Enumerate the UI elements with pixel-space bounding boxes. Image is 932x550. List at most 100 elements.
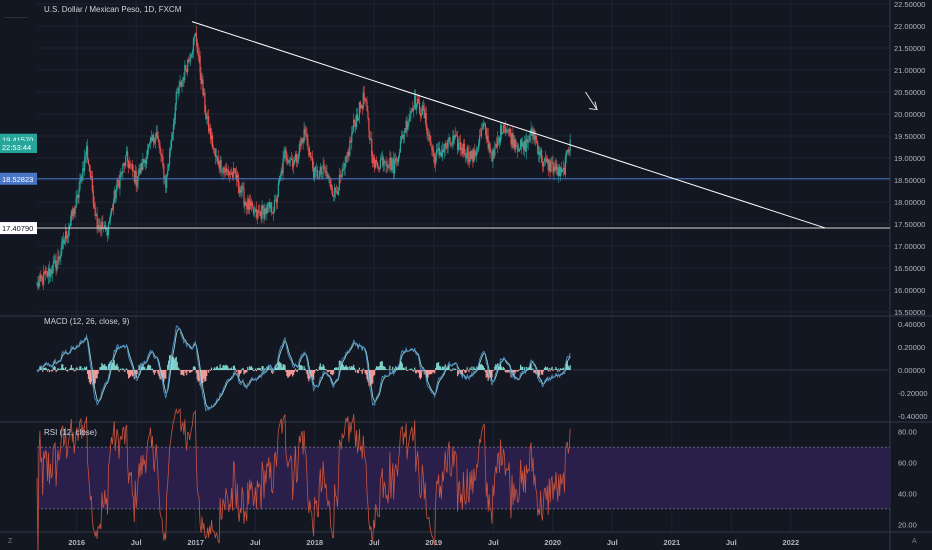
macd-histogram-bar: [376, 366, 379, 370]
candle-body: [381, 157, 383, 160]
candle-body: [500, 125, 503, 134]
macd-histogram-bar: [342, 364, 344, 370]
candle-body: [452, 136, 454, 143]
macd-histogram-bar: [492, 370, 494, 372]
macd-histogram-bar: [173, 359, 175, 370]
candle-body: [218, 165, 220, 169]
chart-menu-corner[interactable]: [4, 5, 28, 18]
macd-histogram-bar: [120, 368, 122, 370]
macd-histogram-bar: [332, 370, 334, 376]
candle-body: [377, 167, 380, 169]
macd-histogram-bar: [378, 365, 381, 370]
macd-histogram-bar: [392, 366, 394, 370]
macd-histogram-bar: [411, 368, 413, 370]
candle-body: [190, 54, 193, 58]
candle-body: [114, 191, 116, 199]
candle-body: [510, 134, 512, 145]
price-tag: [0, 172, 37, 185]
candle-body: [566, 149, 568, 151]
macd-histogram-bar: [308, 370, 310, 382]
macd-histogram-bar: [450, 370, 452, 372]
macd-histogram-bar: [240, 370, 242, 373]
candle-body: [349, 140, 351, 156]
candle-body: [297, 155, 299, 162]
macd-histogram-bar: [47, 369, 50, 370]
candle-body: [346, 156, 348, 157]
candle-body: [88, 164, 91, 172]
candle-body: [183, 77, 185, 80]
macd-histogram-bar: [538, 370, 540, 377]
candle-body: [167, 170, 169, 176]
macd-histogram-bar: [298, 364, 300, 370]
macd-histogram-bar: [416, 370, 418, 374]
candle-body: [145, 160, 147, 165]
auto-scale-icon[interactable]: A: [912, 538, 917, 545]
candle-body: [405, 120, 407, 133]
macd-histogram-bar: [116, 363, 118, 370]
macd-histogram-bar: [184, 370, 186, 371]
macd-histogram-bar: [212, 369, 215, 370]
symbol-title[interactable]: U.S. Dollar / Mexican Peso, 1D, FXCM: [44, 5, 182, 14]
macd-histogram-bar: [294, 368, 297, 370]
candle-body: [120, 172, 122, 176]
candle-body: [567, 149, 569, 153]
candle-body: [55, 260, 57, 271]
candle-body: [364, 97, 366, 101]
rsi-axis-tick: 20.00: [898, 520, 917, 529]
candle-body: [280, 170, 282, 176]
candle-body: [164, 177, 166, 180]
macd-histogram-bar: [232, 365, 235, 370]
candle-body: [476, 148, 478, 156]
macd-histogram-bar: [296, 370, 298, 372]
candle-body: [95, 214, 97, 216]
rsi-label[interactable]: RSI (12, close): [44, 428, 97, 437]
candle-body: [533, 130, 535, 140]
candle-body: [315, 170, 318, 172]
candle-body: [37, 283, 39, 288]
candle-body: [504, 126, 506, 133]
macd-histogram-bar: [172, 357, 174, 370]
macd-histogram-bar: [244, 370, 246, 374]
macd-histogram-bar: [60, 368, 62, 370]
macd-histogram-bar: [168, 360, 170, 370]
candle-body: [437, 149, 439, 151]
macd-label[interactable]: MACD (12, 26, close, 9): [44, 317, 130, 326]
macd-histogram-bar: [114, 365, 116, 370]
candle-body: [501, 132, 504, 134]
macd-histogram-bar: [486, 370, 488, 377]
macd-histogram-bar: [264, 368, 266, 370]
candle-body: [509, 128, 511, 135]
zoom-icon[interactable]: Z: [8, 538, 13, 545]
candle-body: [447, 140, 449, 148]
macd-histogram-bar: [96, 370, 98, 379]
candle-body: [320, 166, 322, 175]
candle-body: [354, 122, 357, 127]
macd-histogram-bar: [474, 368, 476, 370]
macd-histogram-bar: [521, 366, 524, 370]
macd-histogram-bar: [180, 370, 182, 375]
candle-body: [397, 156, 400, 162]
price-tag-label: 18.52823: [2, 175, 33, 184]
time-axis-tick: Jul: [250, 538, 261, 547]
candle-body: [251, 202, 254, 208]
macd-histogram-bar: [288, 370, 290, 378]
macd-histogram-bar: [334, 367, 337, 370]
macd-histogram-bar: [303, 365, 305, 370]
candle-body: [385, 162, 387, 167]
macd-histogram-bar: [276, 366, 278, 370]
macd-histogram-bar: [93, 370, 95, 385]
descending-trendline: [191, 21, 826, 229]
candle-body: [276, 196, 278, 203]
candle-body: [309, 152, 311, 156]
macd-histogram-bar: [436, 363, 438, 370]
candle-body: [205, 112, 207, 119]
macd-histogram-bar: [367, 370, 369, 382]
macd-axis-tick: 0.40000: [898, 320, 925, 329]
macd-histogram-bar: [286, 370, 288, 376]
time-axis-tick: 2021: [663, 538, 680, 547]
candle-body: [471, 150, 473, 159]
macd-histogram-bar: [289, 370, 291, 376]
candle-body: [488, 143, 490, 149]
candle-body: [57, 256, 59, 264]
